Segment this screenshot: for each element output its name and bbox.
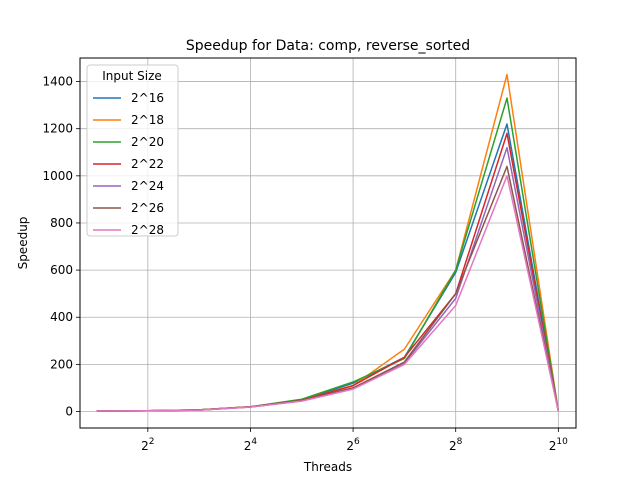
legend-label: 2^20 <box>131 135 164 149</box>
legend-label: 2^18 <box>131 113 164 127</box>
legend-label: 2^22 <box>131 157 164 171</box>
series-line-2-28 <box>96 175 560 412</box>
legend-box <box>86 64 179 237</box>
x-tick-label: 210 <box>549 437 568 453</box>
y-axis-ticks: 0 200 400 600 800 1000 1200 1400 <box>42 75 80 419</box>
y-axis-label: Speedup <box>16 217 30 270</box>
x-axis-label: Threads <box>303 460 352 474</box>
chart-title: Speedup for Data: comp, reverse_sorted <box>186 38 470 54</box>
series-lines <box>96 73 560 412</box>
legend-label: 2^24 <box>131 179 164 193</box>
legend: Input Size 2^16 2^18 2^20 2^22 2^24 2^26 2^28 <box>86 64 179 237</box>
y-tick-label: 200 <box>50 357 73 371</box>
y-tick-label: 1000 <box>42 169 73 183</box>
y-tick-label: 800 <box>50 216 73 230</box>
x-tick-label: 28 <box>449 437 463 453</box>
legend-items: 2^16 2^18 2^20 2^22 2^24 2^26 2^28 <box>93 91 164 237</box>
y-tick-label: 1200 <box>42 122 73 136</box>
x-tick-label: 24 <box>244 437 258 453</box>
y-tick-label: 0 <box>65 405 73 419</box>
x-axis-ticks: 22 24 26 28 210 <box>141 428 568 453</box>
legend-title: Input Size <box>102 69 162 83</box>
legend-label: 2^16 <box>131 91 164 105</box>
plot-area-frame <box>79 57 577 429</box>
y-tick-label: 400 <box>50 310 73 324</box>
legend-label: 2^26 <box>131 201 164 215</box>
y-tick-label: 1400 <box>42 75 73 89</box>
legend-label: 2^28 <box>131 223 164 237</box>
y-tick-label: 600 <box>50 263 73 277</box>
x-tick-label: 26 <box>346 437 360 453</box>
x-tick-label: 22 <box>141 437 154 453</box>
